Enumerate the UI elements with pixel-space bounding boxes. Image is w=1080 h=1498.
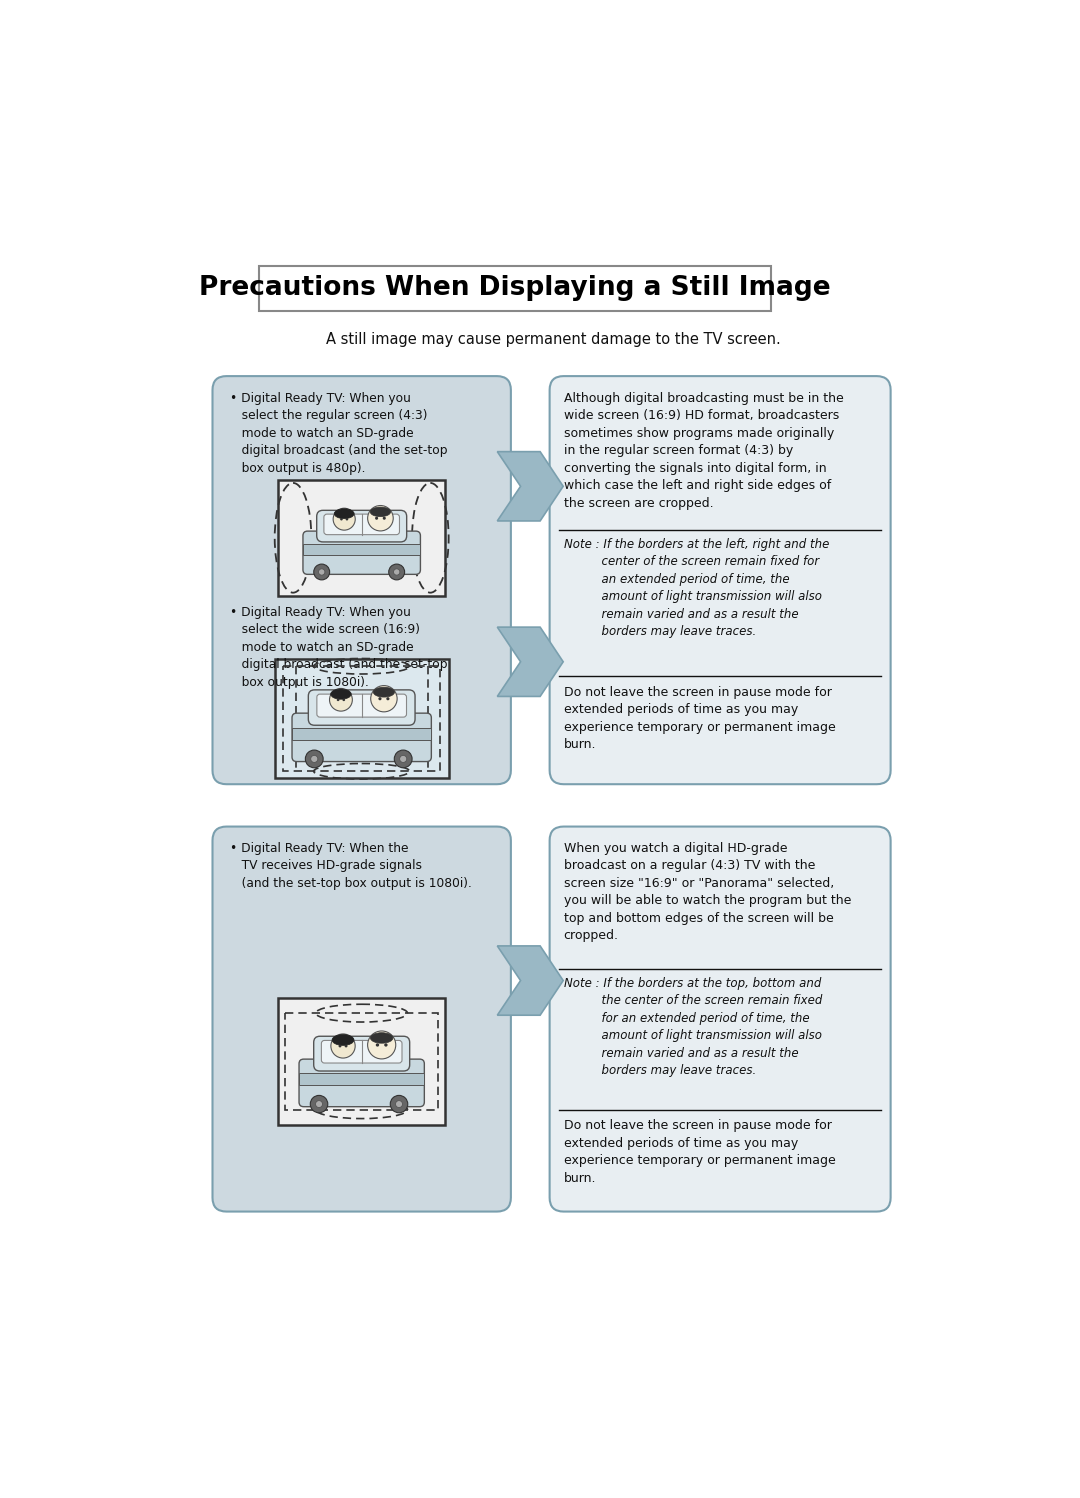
Polygon shape xyxy=(497,628,563,697)
FancyBboxPatch shape xyxy=(299,1059,424,1107)
Circle shape xyxy=(319,569,325,575)
Text: Do not leave the screen in pause mode for
extended periods of time as you may
ex: Do not leave the screen in pause mode fo… xyxy=(564,686,835,750)
FancyBboxPatch shape xyxy=(550,827,891,1212)
Polygon shape xyxy=(497,945,563,1016)
Circle shape xyxy=(390,1095,408,1113)
Circle shape xyxy=(367,1031,395,1059)
Circle shape xyxy=(393,569,400,575)
FancyBboxPatch shape xyxy=(313,1037,409,1071)
FancyBboxPatch shape xyxy=(308,691,415,725)
Text: Note : If the borders at the left, right and the
          center of the screen : Note : If the borders at the left, right… xyxy=(564,538,829,638)
Text: Note : If the borders at the top, bottom and
          the center of the screen : Note : If the borders at the top, bottom… xyxy=(564,977,822,1077)
Text: Although digital broadcasting must be in the
wide screen (16:9) HD format, broad: Although digital broadcasting must be in… xyxy=(564,391,843,509)
Bar xyxy=(303,544,420,554)
Text: • Digital Ready TV: When the
   TV receives HD-grade signals
   (and the set-top: • Digital Ready TV: When the TV receives… xyxy=(230,842,472,890)
FancyBboxPatch shape xyxy=(550,376,891,785)
Circle shape xyxy=(337,698,339,701)
Ellipse shape xyxy=(330,689,351,700)
Circle shape xyxy=(382,517,386,520)
Ellipse shape xyxy=(370,1032,393,1043)
Circle shape xyxy=(315,1101,323,1107)
Circle shape xyxy=(345,1044,348,1047)
Circle shape xyxy=(306,750,323,768)
Ellipse shape xyxy=(332,1035,354,1046)
Circle shape xyxy=(340,518,342,520)
Circle shape xyxy=(395,1101,403,1107)
Circle shape xyxy=(367,505,393,530)
Circle shape xyxy=(346,518,348,520)
Text: • Digital Ready TV: When you
   select the wide screen (16:9)
   mode to watch a: • Digital Ready TV: When you select the … xyxy=(230,605,447,689)
Text: • Digital Ready TV: When you
   select the regular screen (4:3)
   mode to watch: • Digital Ready TV: When you select the … xyxy=(230,391,447,475)
Bar xyxy=(292,728,431,740)
Bar xyxy=(279,479,445,596)
Text: Do not leave the screen in pause mode for
extended periods of time as you may
ex: Do not leave the screen in pause mode fo… xyxy=(564,1119,835,1185)
Circle shape xyxy=(338,1044,341,1047)
Circle shape xyxy=(375,517,378,520)
Text: Precautions When Displaying a Still Image: Precautions When Displaying a Still Imag… xyxy=(199,276,831,301)
Bar xyxy=(285,1013,438,1110)
Circle shape xyxy=(389,565,405,580)
Circle shape xyxy=(333,508,355,530)
Circle shape xyxy=(311,755,318,762)
Circle shape xyxy=(378,697,381,700)
FancyBboxPatch shape xyxy=(259,267,770,310)
Polygon shape xyxy=(497,452,563,521)
FancyBboxPatch shape xyxy=(316,694,406,718)
FancyBboxPatch shape xyxy=(316,511,407,542)
Circle shape xyxy=(376,1043,379,1047)
Circle shape xyxy=(310,1095,327,1113)
Circle shape xyxy=(330,1034,355,1058)
Circle shape xyxy=(400,755,407,762)
FancyBboxPatch shape xyxy=(322,1041,402,1064)
Circle shape xyxy=(384,1043,388,1047)
Bar xyxy=(299,1074,424,1085)
FancyBboxPatch shape xyxy=(292,713,431,761)
Ellipse shape xyxy=(334,509,354,518)
Circle shape xyxy=(394,750,413,768)
Circle shape xyxy=(387,697,390,700)
Text: When you watch a digital HD-grade
broadcast on a regular (4:3) TV with the
scree: When you watch a digital HD-grade broadc… xyxy=(564,842,851,942)
Text: A still image may cause permanent damage to the TV screen.: A still image may cause permanent damage… xyxy=(326,333,781,348)
FancyBboxPatch shape xyxy=(213,376,511,785)
Circle shape xyxy=(370,686,397,712)
Circle shape xyxy=(342,698,346,701)
FancyBboxPatch shape xyxy=(213,827,511,1212)
FancyBboxPatch shape xyxy=(324,514,400,535)
Bar xyxy=(283,667,441,771)
Bar xyxy=(279,998,445,1125)
FancyBboxPatch shape xyxy=(303,532,420,574)
Circle shape xyxy=(314,565,329,580)
Circle shape xyxy=(329,689,352,712)
Ellipse shape xyxy=(374,688,394,697)
Bar xyxy=(274,659,449,779)
Ellipse shape xyxy=(370,508,391,517)
